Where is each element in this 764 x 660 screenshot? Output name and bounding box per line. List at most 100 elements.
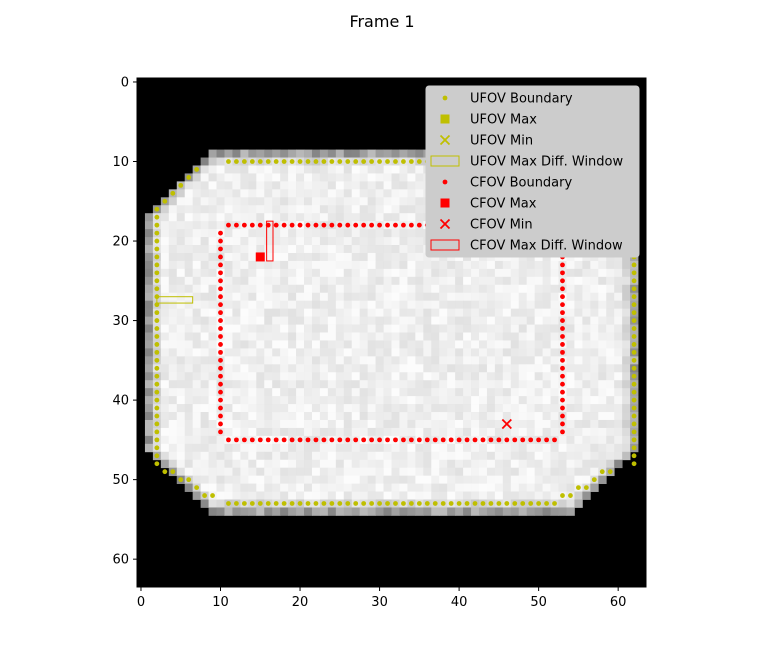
image-pixel — [184, 229, 194, 238]
image-pixel — [383, 459, 392, 469]
image-pixel — [240, 252, 249, 262]
image-pixel — [200, 467, 209, 477]
image-pixel — [455, 356, 464, 365]
image-pixel — [232, 324, 241, 333]
image-pixel — [248, 340, 257, 349]
image-pixel — [574, 396, 583, 405]
ufov-boundary-point — [512, 501, 518, 506]
ufov-boundary-point — [401, 501, 406, 506]
image-pixel — [343, 388, 353, 397]
image-pixel — [184, 197, 194, 206]
image-pixel — [208, 435, 217, 445]
image-pixel — [486, 324, 496, 333]
x-tick-label: 10 — [212, 595, 229, 610]
image-pixel — [208, 507, 217, 516]
image-pixel — [622, 388, 631, 397]
image-pixel — [391, 213, 400, 222]
image-pixel — [184, 237, 194, 246]
image-pixel — [319, 252, 329, 262]
image-pixel — [319, 173, 329, 182]
image-pixel — [200, 276, 209, 286]
image-pixel — [502, 268, 512, 278]
image-pixel — [383, 356, 392, 365]
image-pixel — [463, 451, 472, 461]
image-pixel — [288, 181, 297, 190]
image-pixel — [335, 491, 345, 500]
image-pixel — [319, 443, 329, 453]
image-pixel — [367, 483, 376, 492]
image-pixel — [566, 483, 575, 492]
image-pixel — [351, 483, 361, 492]
image-pixel — [359, 356, 369, 365]
ufov-boundary-point — [154, 373, 160, 379]
image-pixel — [184, 467, 194, 477]
image-pixel — [343, 316, 353, 325]
image-pixel — [335, 149, 345, 158]
image-pixel — [335, 252, 345, 262]
image-pixel — [168, 221, 178, 230]
ufov-boundary-point — [257, 501, 263, 506]
image-pixel — [399, 205, 408, 214]
image-pixel — [168, 197, 178, 206]
image-pixel — [216, 181, 225, 190]
image-pixel — [574, 475, 583, 485]
image-pixel — [622, 451, 631, 461]
image-pixel — [574, 300, 583, 310]
image-pixel — [288, 213, 297, 222]
image-pixel — [598, 332, 607, 341]
image-pixel — [272, 213, 281, 222]
image-pixel — [463, 419, 472, 429]
image-pixel — [288, 229, 297, 238]
image-pixel — [614, 364, 623, 373]
image-pixel — [558, 499, 567, 508]
image-pixel — [272, 483, 281, 492]
image-pixel — [518, 404, 528, 413]
image-pixel — [439, 451, 448, 461]
image-pixel — [447, 388, 456, 397]
image-pixel — [335, 332, 345, 341]
image-pixel — [272, 165, 281, 174]
image-pixel — [606, 324, 615, 333]
image-pixel — [224, 324, 233, 333]
image-pixel — [232, 245, 241, 254]
ufov-boundary-point — [202, 493, 208, 498]
image-pixel — [335, 268, 345, 278]
image-pixel — [534, 459, 544, 469]
image-pixel — [367, 165, 376, 174]
image-pixel — [550, 308, 559, 317]
image-pixel — [176, 237, 186, 246]
image-pixel — [375, 419, 384, 429]
image-pixel — [256, 268, 265, 278]
image-pixel — [542, 276, 551, 286]
image-pixel — [280, 396, 289, 405]
ufov-boundary-point — [560, 493, 565, 498]
image-pixel — [256, 205, 265, 214]
image-pixel — [240, 237, 249, 246]
image-pixel — [184, 284, 194, 294]
image-pixel — [622, 412, 631, 421]
image-pixel — [447, 451, 456, 461]
image-pixel — [518, 316, 528, 325]
cfov-boundary-point — [218, 286, 223, 292]
image-pixel — [192, 260, 202, 270]
x-axis: 0 10 20 30 40 50 60 — [137, 587, 626, 610]
image-pixel — [176, 419, 186, 429]
image-pixel — [399, 459, 408, 469]
image-pixel — [192, 205, 202, 214]
cfov-boundary-point — [218, 342, 223, 347]
image-pixel — [280, 356, 289, 365]
image-pixel — [248, 451, 257, 461]
image-pixel — [542, 491, 551, 500]
image-pixel — [311, 189, 321, 198]
image-pixel — [391, 364, 400, 373]
cfov-boundary-point — [297, 437, 303, 443]
image-pixel — [343, 459, 353, 469]
image-pixel — [224, 380, 233, 389]
image-pixel — [168, 205, 178, 214]
image-pixel — [598, 419, 607, 429]
image-pixel — [407, 165, 416, 174]
image-pixel — [622, 419, 631, 429]
image-pixel — [224, 419, 233, 429]
image-pixel — [280, 308, 289, 317]
